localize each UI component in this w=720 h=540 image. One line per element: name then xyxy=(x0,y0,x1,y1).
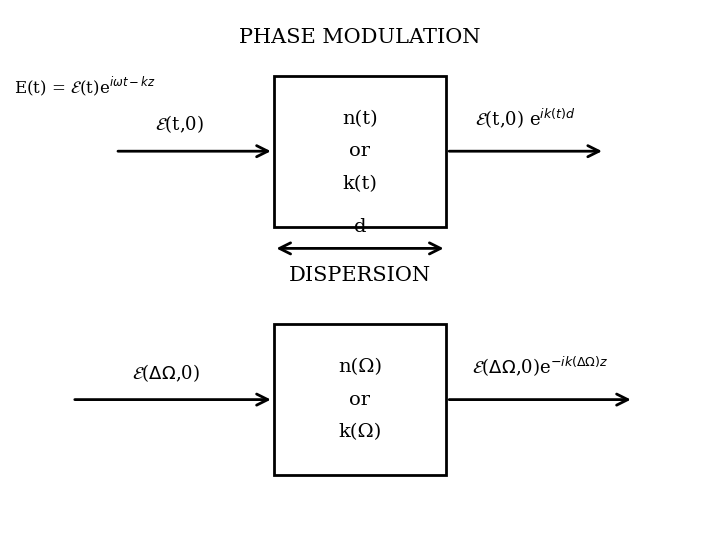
Text: n(Ω): n(Ω) xyxy=(338,358,382,376)
Text: k(t): k(t) xyxy=(343,174,377,193)
Text: DISPERSION: DISPERSION xyxy=(289,266,431,285)
Text: $\mathcal{E}$(t,0): $\mathcal{E}$(t,0) xyxy=(156,113,204,135)
FancyBboxPatch shape xyxy=(274,76,446,227)
Text: PHASE MODULATION: PHASE MODULATION xyxy=(239,28,481,48)
Text: $\mathcal{E}$($\Delta\Omega$,0): $\mathcal{E}$($\Delta\Omega$,0) xyxy=(132,362,199,383)
Text: or: or xyxy=(349,142,371,160)
Text: E(t) = $\mathcal{E}$(t)e$^{i\omega t-kz}$: E(t) = $\mathcal{E}$(t)e$^{i\omega t-kz}… xyxy=(14,75,156,98)
Text: $\mathcal{E}$($\Delta\Omega$,0)e$^{-ik(\Delta\Omega)z}$: $\mathcal{E}$($\Delta\Omega$,0)e$^{-ik(\… xyxy=(472,355,608,379)
Text: or: or xyxy=(349,390,371,409)
Text: $\mathcal{E}$(t,0) e$^{ik(t)d}$: $\mathcal{E}$(t,0) e$^{ik(t)d}$ xyxy=(475,107,576,131)
FancyBboxPatch shape xyxy=(274,324,446,475)
Text: d: d xyxy=(354,218,366,236)
Text: n(t): n(t) xyxy=(342,110,378,128)
Text: k(Ω): k(Ω) xyxy=(338,423,382,441)
